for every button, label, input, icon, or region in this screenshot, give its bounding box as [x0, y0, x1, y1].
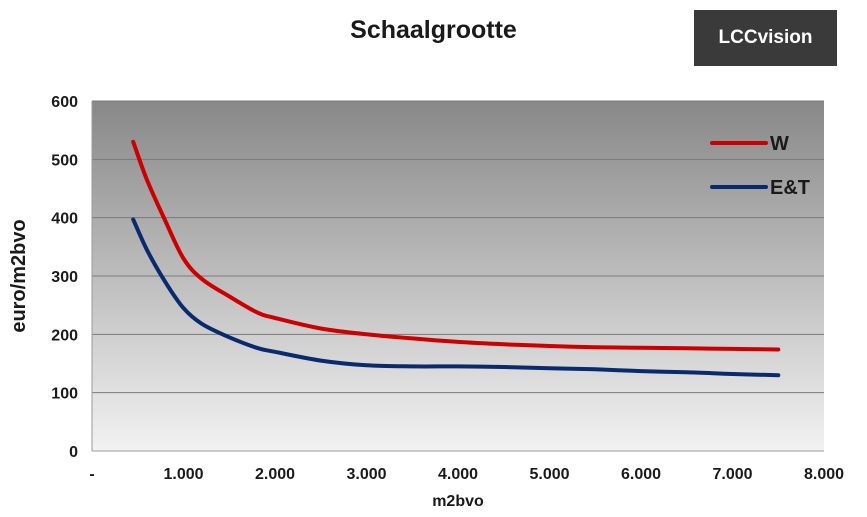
x-axis-title: m2bvo [432, 493, 484, 510]
x-tick-label: 7.000 [712, 466, 752, 483]
chart-title: Schaalgrootte [350, 16, 517, 44]
x-tick-label: 4.000 [438, 466, 478, 483]
lccvision-logo: LCCvision [694, 10, 837, 66]
x-tick-labels: - 1.000 2.000 3.000 4.000 5.000 6.000 7.000 8.00… [89, 466, 844, 483]
y-tick-label: 400 [51, 211, 78, 228]
legend-label: E&T [770, 177, 810, 199]
y-axis-title: euro/m2bvo [8, 219, 30, 332]
y-tick-labels: 0 100 200 300 400 500 600 [51, 94, 78, 461]
legend-label: W [770, 133, 789, 155]
x-tick-label: 1.000 [163, 466, 203, 483]
y-tick-label: 500 [51, 152, 78, 169]
gridlines [92, 100, 824, 394]
y-tick-label: 100 [51, 386, 78, 403]
y-tick-label: 200 [51, 327, 78, 344]
x-tick-label: - [89, 466, 94, 483]
x-tick-label: 2.000 [255, 466, 295, 483]
series-lines [131, 139, 781, 378]
x-tick-label: 3.000 [346, 466, 386, 483]
y-tick-label: 600 [51, 94, 78, 111]
series-line-e-t [131, 217, 781, 378]
y-tick-label: 0 [69, 444, 78, 461]
x-tick-label: 5.000 [529, 466, 569, 483]
legend: W E&T [710, 133, 810, 199]
x-tick-label: 6.000 [621, 466, 661, 483]
y-tick-label: 300 [51, 269, 78, 286]
x-tick-label: 8.000 [804, 466, 844, 483]
series-line-w [131, 139, 781, 352]
